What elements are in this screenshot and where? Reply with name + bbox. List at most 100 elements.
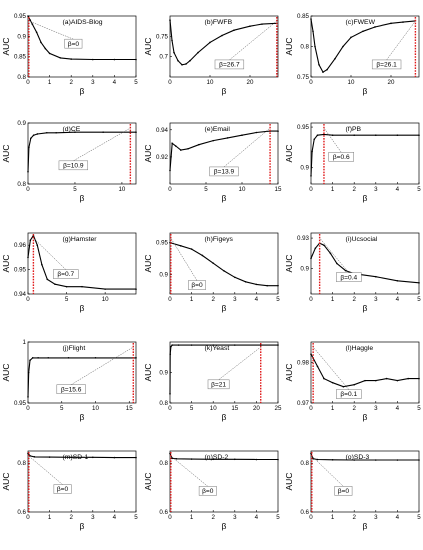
y-tick-label: 0.9	[300, 165, 309, 172]
data-point	[74, 131, 76, 133]
x-tick-label: 20	[388, 79, 395, 86]
data-point	[41, 263, 43, 266]
data-point	[190, 458, 193, 460]
x-tick-label: 0	[309, 514, 313, 521]
x-tick-label: 2	[352, 296, 356, 303]
annotation-label: β=0.7	[57, 271, 74, 278]
y-tick-label: 0.8	[159, 400, 168, 407]
x-tick-label: 10	[348, 79, 355, 86]
annotation-box	[336, 389, 362, 399]
x-tick-label: 5	[276, 514, 280, 521]
y-tick-label: 0.8	[300, 460, 309, 467]
data-point	[396, 279, 399, 282]
x-axis-label: β	[80, 412, 85, 422]
x-tick-label: 0	[168, 296, 172, 303]
data-point	[70, 58, 72, 60]
y-axis-label: AUC	[143, 255, 153, 273]
annotation-box	[58, 160, 89, 171]
data-point	[94, 357, 97, 359]
data-point	[171, 457, 173, 460]
data-point	[353, 134, 356, 136]
chart-panel: 0 5 10 15 20 25 0.8 0.9 β AUC (k)Yeast β=21	[143, 341, 282, 422]
data-point	[36, 133, 39, 135]
data-point	[104, 288, 106, 290]
data-point	[174, 145, 177, 147]
annotation-box	[56, 384, 86, 394]
x-tick-label: 4	[113, 79, 117, 86]
chart-panel: 0 1 2 3 4 5 0.6 0.8 β AUC (o)SD-3 β=0	[284, 450, 421, 531]
chart-panel: 0 10 20 0.75 0.8 0.85 β AUC (c)FWEW β=26.1	[284, 13, 420, 96]
x-tick-label: 2	[69, 79, 73, 86]
chart-panel: 0 1 2 3 4 5 0.97 0.98 β AUC (l)Haggle β=0.1	[284, 341, 421, 422]
data-point	[226, 137, 229, 139]
y-axis-label: AUC	[284, 255, 294, 273]
y-axis-label: AUC	[143, 364, 153, 382]
annotation-label: β=0.1	[340, 391, 357, 398]
data-point	[70, 456, 72, 459]
annotation-arrow	[28, 20, 74, 40]
data-point	[189, 59, 191, 62]
data-point	[135, 131, 137, 133]
data-point	[65, 285, 68, 288]
annotation-label: β=13.9	[214, 169, 235, 176]
y-tick-label: 0.95	[14, 13, 27, 20]
x-tick-label: 1	[331, 405, 335, 412]
data-point	[113, 58, 116, 61]
x-tick-label: 2	[352, 514, 356, 521]
data-point	[402, 21, 404, 23]
annotation-label: β=10.9	[63, 162, 84, 169]
y-axis-label: AUC	[143, 145, 153, 163]
x-tick-label: 0	[309, 296, 313, 303]
panel-title: (h)Figeys	[205, 236, 234, 243]
chart-panel: 0 1 2 3 4 5 0.6 0.8 β AUC (n)SD-2 β=0	[143, 450, 280, 531]
plot-frame	[169, 341, 279, 404]
data-point	[27, 371, 30, 374]
y-tick-label: 0.75	[297, 74, 310, 81]
data-point	[169, 169, 171, 172]
data-point	[277, 284, 279, 287]
data-point	[396, 379, 399, 382]
data-point	[181, 64, 183, 66]
chart-panel: 0 5 10 15 0.92 0.94 β AUC (e)Email β=13.9	[143, 122, 282, 203]
annotation-label: β=26.7	[219, 62, 240, 69]
x-tick-label: 5	[417, 296, 421, 303]
x-tick-label: 4	[255, 514, 259, 521]
annotation-box	[198, 486, 217, 496]
data-point	[45, 131, 48, 134]
data-point	[31, 357, 34, 359]
x-tick-label: 3	[374, 296, 378, 303]
data-point	[407, 377, 410, 380]
data-point	[313, 138, 316, 141]
x-axis-label: β	[80, 86, 85, 96]
annotation-label: β=0	[68, 41, 80, 48]
y-tick-label: 0.85	[14, 54, 27, 61]
panel-title: (j)Flight	[63, 345, 86, 352]
x-tick-label: 0	[309, 186, 313, 193]
x-tick-label: 2	[352, 405, 356, 412]
y-tick-label: 0.95	[14, 400, 27, 407]
panel-title: (l)Haggle	[346, 345, 374, 352]
data-point	[201, 254, 204, 257]
data-point	[209, 41, 211, 44]
x-tick-label: 0	[168, 514, 172, 521]
data-point	[323, 244, 325, 246]
data-point	[234, 276, 236, 279]
x-tick-label: 5	[134, 514, 138, 521]
data-point	[135, 357, 137, 359]
data-point	[135, 288, 137, 290]
data-point	[353, 459, 356, 461]
annotation-box	[214, 59, 245, 70]
x-tick-label: 15	[231, 405, 238, 412]
x-tick-label: 25	[275, 405, 282, 412]
data-point	[277, 344, 279, 346]
annotation-arrow	[312, 346, 349, 390]
panel-title: (c)FWEW	[346, 19, 376, 26]
data-point	[277, 130, 279, 132]
x-axis-label: β	[222, 521, 227, 531]
data-point	[177, 59, 179, 62]
data-point	[113, 456, 116, 459]
annotation-box	[334, 486, 353, 496]
annotation-box	[336, 272, 362, 282]
